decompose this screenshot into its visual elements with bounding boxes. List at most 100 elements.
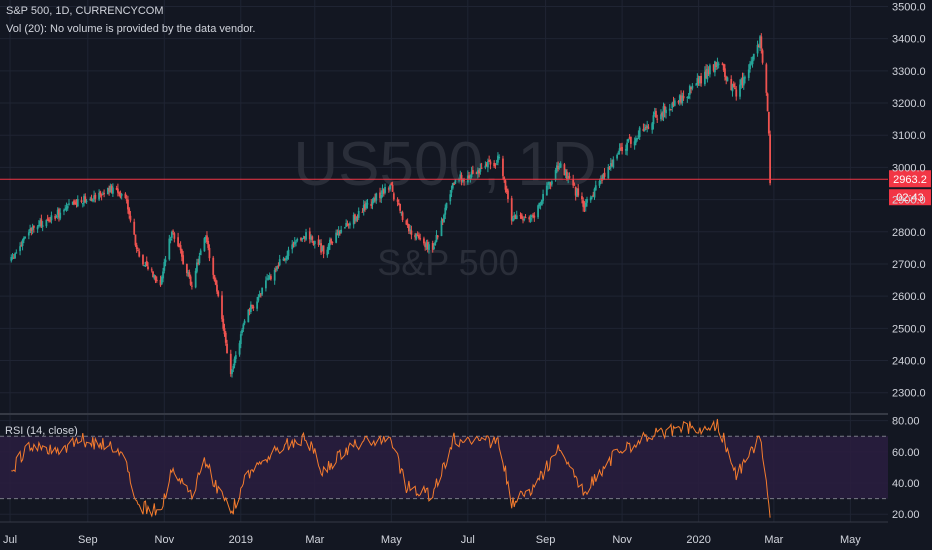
candle-body <box>418 235 420 239</box>
candle-body <box>533 215 536 218</box>
candle-body <box>609 163 612 168</box>
candle-body <box>199 250 202 256</box>
candle-body <box>514 215 517 219</box>
candle-body <box>633 141 636 146</box>
candle-body <box>742 77 745 86</box>
candle-body <box>463 180 465 182</box>
candle-body <box>739 84 741 97</box>
candle-body <box>769 134 772 184</box>
candle-body <box>441 219 444 222</box>
candle-body <box>670 109 672 111</box>
candle-body <box>557 165 560 169</box>
candle-body <box>379 192 381 199</box>
price-tick-label: 2300.0 <box>892 388 926 400</box>
candle-body <box>277 265 280 267</box>
candle-body <box>108 188 111 192</box>
candle-body <box>458 179 460 181</box>
candle-body <box>21 239 24 246</box>
candle-body <box>449 194 452 202</box>
price-tick-label: 3400.0 <box>892 34 926 46</box>
candle-body <box>714 61 716 73</box>
candle-body <box>147 266 149 270</box>
candle-body <box>396 199 399 202</box>
candle-body <box>340 229 343 233</box>
candle-body <box>239 334 242 344</box>
candle-body <box>330 239 333 244</box>
candle-body <box>665 109 667 114</box>
candle-body <box>30 227 33 231</box>
candle-body <box>37 224 40 226</box>
candle-body <box>691 85 694 89</box>
candles <box>10 33 772 378</box>
candle-body <box>163 262 166 271</box>
candle-body <box>549 182 552 186</box>
candle-body <box>555 165 558 172</box>
candle-body <box>468 175 470 179</box>
candle-body <box>296 238 299 241</box>
candle-body <box>426 242 429 250</box>
candle-body <box>40 219 43 227</box>
candle-body <box>198 256 201 264</box>
candle-body <box>486 161 489 168</box>
candle-body <box>697 78 700 83</box>
candle-body <box>505 188 508 192</box>
candle-body <box>56 209 59 215</box>
rsi-line <box>11 418 771 518</box>
rsi-tick-label: 40.00 <box>892 478 920 490</box>
candle-body <box>226 343 228 354</box>
candle-body <box>133 221 136 235</box>
candle-body <box>696 78 699 85</box>
candle-body <box>242 324 245 330</box>
candle-body <box>519 215 522 217</box>
candle-body <box>617 152 620 155</box>
candle-body <box>751 60 754 65</box>
candle-body <box>84 196 87 203</box>
candle-body <box>213 275 216 281</box>
candle-body <box>584 202 587 207</box>
candle-body <box>567 176 570 179</box>
candle-body <box>180 249 183 257</box>
candle-body <box>317 239 320 245</box>
candle-body <box>646 125 649 128</box>
candle-body <box>224 332 227 343</box>
candle-body <box>285 258 287 261</box>
candle-body <box>204 236 207 240</box>
watermark-name: S&P 500 <box>377 242 518 283</box>
candle-body <box>261 287 264 295</box>
candle-body <box>592 194 595 197</box>
candle-body <box>407 224 410 232</box>
candle-body <box>708 65 711 75</box>
candle-body <box>445 202 448 209</box>
candle-body <box>678 95 681 102</box>
candle-body <box>532 214 534 216</box>
candle-body <box>109 185 112 193</box>
candle-body <box>143 264 146 266</box>
price-tick-label: 3000.0 <box>892 162 926 174</box>
candle-body <box>276 266 279 270</box>
candle-body <box>717 63 720 65</box>
candle-body <box>548 181 551 185</box>
price-tick-label: 3500.0 <box>892 1 926 13</box>
candle-body <box>726 77 729 82</box>
candle-body <box>356 216 359 218</box>
candle-body <box>401 212 404 220</box>
candle-body <box>337 230 340 236</box>
candle-body <box>312 241 315 245</box>
candle-body <box>624 149 627 151</box>
candle-body <box>493 162 496 167</box>
candle-body <box>611 164 613 166</box>
candle-body <box>672 102 675 106</box>
candle-body <box>295 241 297 243</box>
candle-body <box>433 246 435 250</box>
candle-body <box>346 224 349 226</box>
time-tick-label: 2020 <box>686 534 710 546</box>
candle-body <box>75 201 78 205</box>
candle-body <box>322 245 325 254</box>
candle-body <box>336 234 339 236</box>
candle-body <box>460 175 463 182</box>
candle-body <box>425 243 428 248</box>
candle-body <box>502 158 504 177</box>
rsi-label: RSI (14, close) <box>5 425 78 437</box>
candle-body <box>540 200 543 206</box>
